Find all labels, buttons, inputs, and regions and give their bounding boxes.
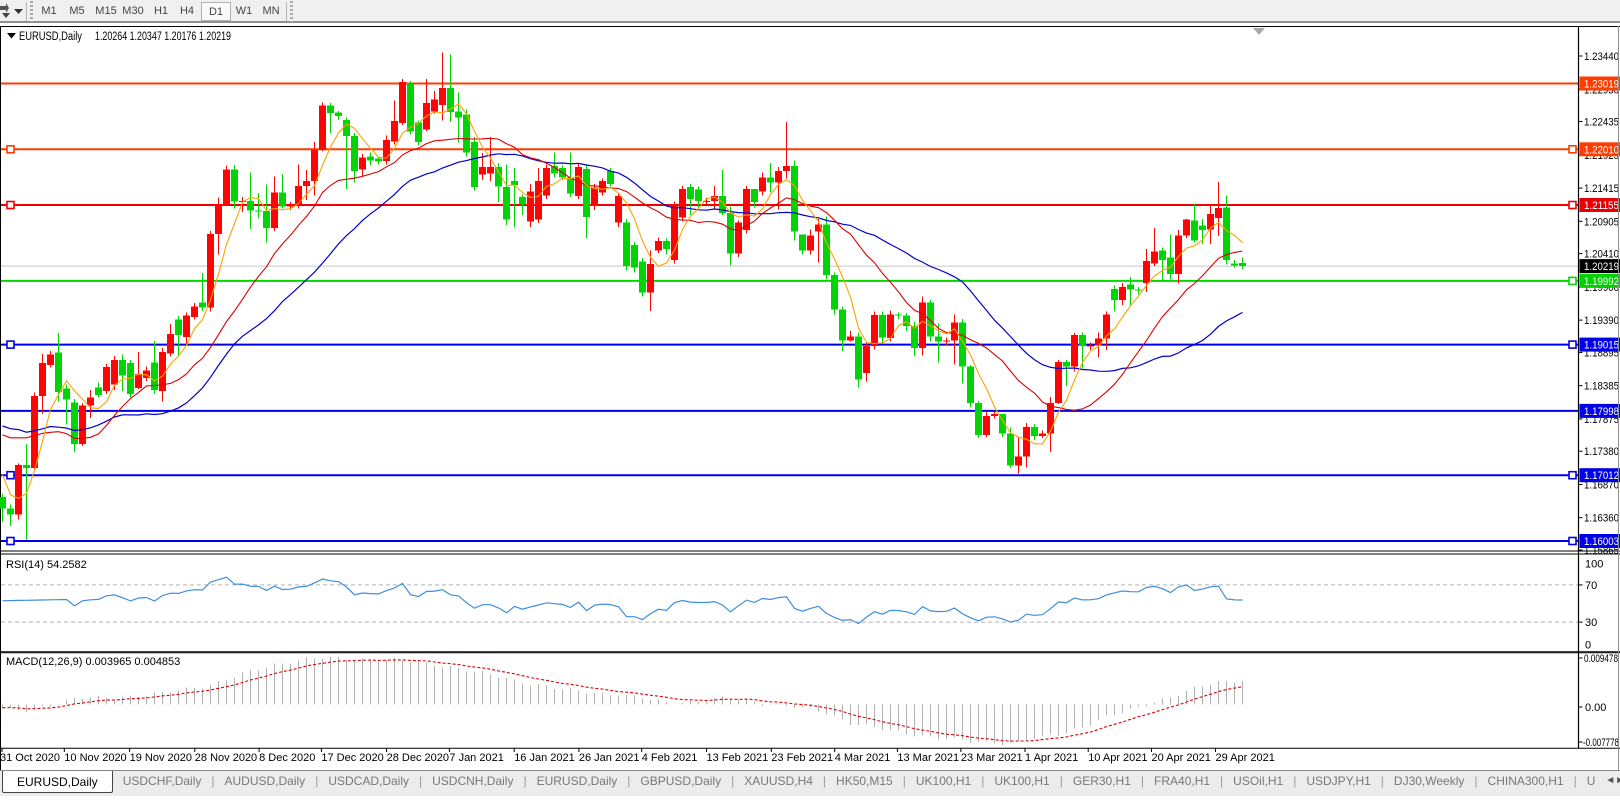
svg-text:31 Oct 2020: 31 Oct 2020 [0,752,60,764]
svg-text:20 Apr 2021: 20 Apr 2021 [1152,752,1211,764]
svg-text:1.20410: 1.20410 [1584,249,1619,261]
svg-text:1.20219: 1.20219 [1584,261,1619,273]
svg-text:19 Nov 2020: 19 Nov 2020 [130,752,192,764]
svg-text:28 Nov 2020: 28 Nov 2020 [195,752,257,764]
svg-text:7 Jan 2021: 7 Jan 2021 [449,752,503,764]
svg-text:23 Mar 2021: 23 Mar 2021 [961,752,1023,764]
svg-text:70: 70 [1585,580,1597,592]
svg-text:1.18385: 1.18385 [1584,381,1619,393]
svg-text:30: 30 [1585,617,1597,629]
svg-text:100: 100 [1585,559,1603,571]
svg-text:0.00: 0.00 [1585,702,1606,714]
svg-text:13 Mar 2021: 13 Mar 2021 [897,752,959,764]
svg-text:1.22010: 1.22010 [1584,144,1619,156]
svg-text:1.21155: 1.21155 [1584,200,1619,212]
svg-text:RSI(14) 54.2582: RSI(14) 54.2582 [6,559,87,571]
svg-text:1.21415: 1.21415 [1584,183,1619,195]
svg-text:1.17012: 1.17012 [1584,470,1619,482]
svg-text:1.17380: 1.17380 [1584,446,1619,458]
svg-text:1.19390: 1.19390 [1584,315,1619,327]
svg-text:1.19992: 1.19992 [1584,276,1619,288]
svg-text:1.23019: 1.23019 [1584,79,1619,91]
svg-text:28 Dec 2020: 28 Dec 2020 [387,752,449,764]
svg-text:MACD(12,26,9) 0.003965 0.00485: MACD(12,26,9) 0.003965 0.004853 [6,656,180,668]
svg-text:17 Dec 2020: 17 Dec 2020 [321,752,383,764]
svg-text:0: 0 [1585,639,1591,651]
svg-text:-0.007778: -0.007778 [1583,737,1619,749]
svg-text:4 Feb 2021: 4 Feb 2021 [642,752,698,764]
svg-text:1.20905: 1.20905 [1584,216,1619,228]
svg-text:10 Apr 2021: 10 Apr 2021 [1088,752,1147,764]
svg-text:1 Apr 2021: 1 Apr 2021 [1025,752,1078,764]
svg-text:0.009478: 0.009478 [1584,653,1618,665]
svg-text:10 Nov 2020: 10 Nov 2020 [64,752,126,764]
svg-text:29 Apr 2021: 29 Apr 2021 [1216,752,1275,764]
svg-text:16 Jan 2021: 16 Jan 2021 [514,752,575,764]
svg-text:23 Feb 2021: 23 Feb 2021 [771,752,833,764]
svg-text:1.23440: 1.23440 [1584,51,1619,63]
svg-text:1.22435: 1.22435 [1584,117,1619,129]
svg-text:26 Jan 2021: 26 Jan 2021 [579,752,640,764]
svg-text:1.16003: 1.16003 [1584,536,1619,548]
svg-text:1.16360: 1.16360 [1584,513,1619,525]
svg-text:1.17998: 1.17998 [1584,406,1619,418]
svg-text:4 Mar 2021: 4 Mar 2021 [835,752,891,764]
svg-text:8 Dec 2020: 8 Dec 2020 [259,752,315,764]
svg-text:13 Feb 2021: 13 Feb 2021 [707,752,769,764]
svg-text:1.19015: 1.19015 [1584,340,1619,352]
